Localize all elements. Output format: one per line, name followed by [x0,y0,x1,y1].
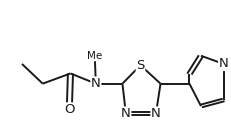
Text: N: N [151,107,161,120]
Text: N: N [219,57,228,70]
Text: N: N [121,107,131,120]
Text: N: N [91,77,101,90]
Text: S: S [136,59,145,72]
Text: Me: Me [87,51,102,61]
Text: O: O [64,103,75,116]
